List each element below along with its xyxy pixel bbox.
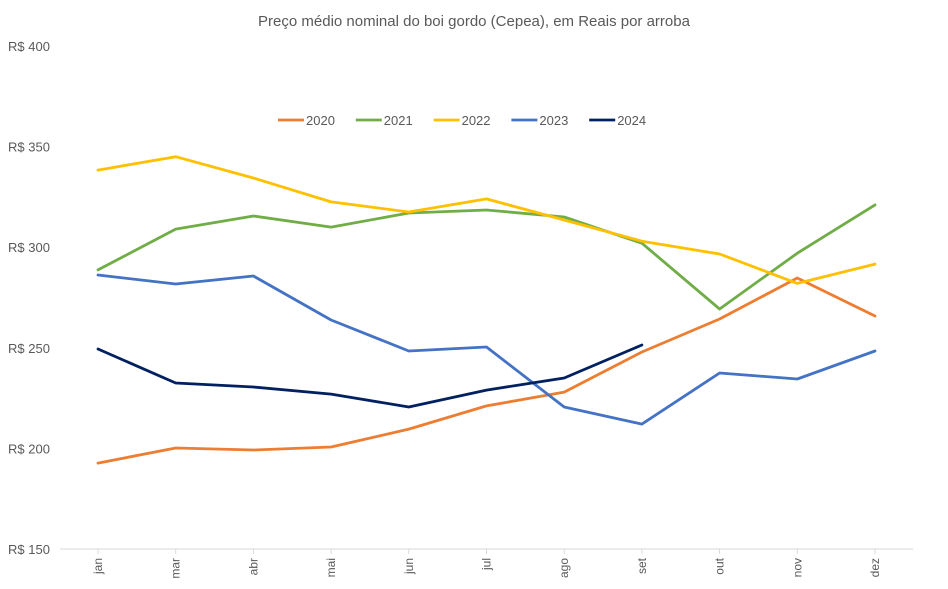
series-lines [96,155,877,465]
legend-label: 2020 [306,113,335,128]
y-tick-label: R$ 350 [8,140,50,155]
y-tick-label: R$ 400 [8,39,50,54]
x-tick-label: mai [324,558,338,577]
series-line-2021 [96,203,877,311]
series-line-2024 [96,343,644,409]
x-tick-label: jun [402,558,416,575]
x-tick-label: nov [790,558,804,577]
x-tick-label: mar [169,558,183,579]
x-tick-label: ago [557,558,571,578]
legend-label: 2023 [539,113,568,128]
chart-title: Preço médio nominal do boi gordo (Cepea)… [258,13,691,30]
legend: 2020 2021 2022 2023 2024 [278,113,646,128]
x-tick-label: set [635,557,649,574]
y-tick-label: R$ 200 [8,441,50,456]
x-axis: jan mar abr mai jun jul ago set out nov dez [91,549,882,579]
y-tick-label: R$ 300 [8,240,50,255]
x-tick-label: dez [868,558,882,577]
y-tick-label: R$ 150 [8,542,50,557]
legend-label: 2022 [462,113,491,128]
legend-label: 2021 [384,113,413,128]
series-line-2022 [96,155,877,285]
series-line-2020 [96,276,877,465]
x-tick-label: abr [246,558,260,575]
x-tick-label: out [713,557,727,574]
y-tick-label: R$ 250 [8,341,50,356]
legend-label: 2024 [617,113,646,128]
x-tick-label: jan [91,558,105,575]
x-tick-label: jul [480,558,494,571]
y-axis: R$ 150 R$ 200 R$ 250 R$ 300 R$ 350 R$ 400 [8,39,50,557]
